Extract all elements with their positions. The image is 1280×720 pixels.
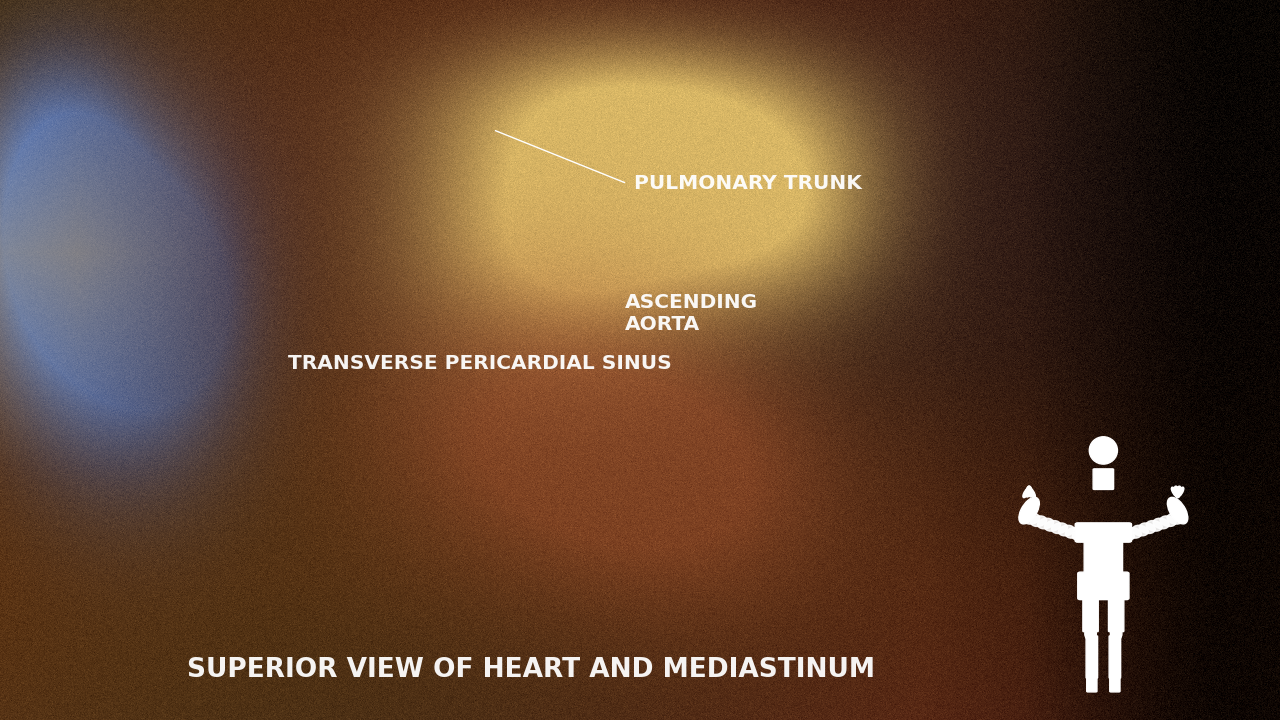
FancyBboxPatch shape [1108,592,1124,631]
Ellipse shape [1139,523,1156,534]
Ellipse shape [1167,498,1188,524]
Ellipse shape [1133,526,1148,536]
Ellipse shape [1044,521,1061,531]
FancyBboxPatch shape [1087,674,1097,692]
Ellipse shape [1175,486,1181,497]
FancyBboxPatch shape [1108,636,1121,678]
Ellipse shape [1023,487,1030,498]
Ellipse shape [1051,523,1068,534]
Ellipse shape [1030,516,1047,526]
FancyBboxPatch shape [1083,592,1098,631]
Ellipse shape [1167,513,1183,524]
Ellipse shape [1065,528,1082,538]
Ellipse shape [1153,518,1169,528]
Ellipse shape [1171,487,1179,498]
Ellipse shape [1019,498,1039,524]
FancyBboxPatch shape [1093,469,1114,490]
FancyBboxPatch shape [1110,674,1120,692]
Ellipse shape [1089,437,1117,464]
Ellipse shape [1027,486,1033,497]
Ellipse shape [1125,528,1142,538]
FancyBboxPatch shape [1075,523,1132,542]
Ellipse shape [1174,486,1180,497]
Ellipse shape [1160,516,1176,526]
Ellipse shape [1038,518,1053,528]
Ellipse shape [1119,530,1134,541]
Ellipse shape [1111,627,1121,641]
Ellipse shape [1146,521,1162,531]
Ellipse shape [1059,526,1074,536]
Ellipse shape [1025,486,1032,497]
Text: ASCENDING
AORTA: ASCENDING AORTA [625,293,758,333]
Ellipse shape [1024,513,1039,524]
Ellipse shape [1028,487,1036,498]
Ellipse shape [1085,627,1096,641]
Ellipse shape [1176,487,1184,498]
Text: TRANSVERSE PERICARDIAL SINUS: TRANSVERSE PERICARDIAL SINUS [288,354,672,373]
Text: PULMONARY TRUNK: PULMONARY TRUNK [634,174,861,193]
FancyBboxPatch shape [1078,572,1129,600]
Ellipse shape [1073,530,1088,541]
FancyBboxPatch shape [1085,636,1098,678]
FancyBboxPatch shape [1084,531,1123,583]
Text: SUPERIOR VIEW OF HEART AND MEDIASTINUM: SUPERIOR VIEW OF HEART AND MEDIASTINUM [187,657,876,683]
